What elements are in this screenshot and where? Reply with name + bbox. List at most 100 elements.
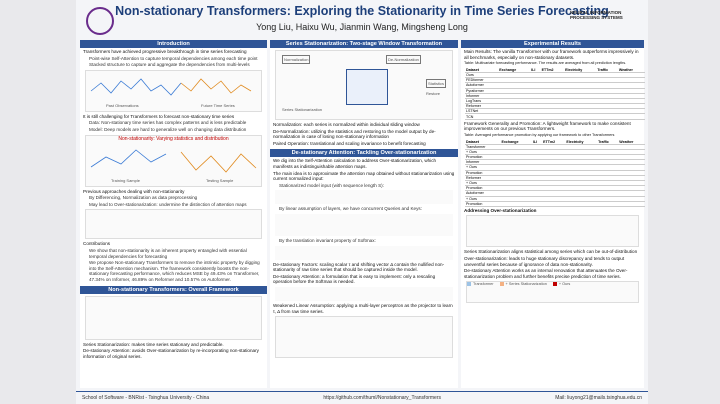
table-cell [565,170,598,176]
framework-figure [85,295,262,340]
table-cell [540,82,565,89]
table-cell [542,201,566,207]
row-label: Reformer [465,103,499,110]
table-caption: Table: Multivariate forecasting performa… [464,61,627,66]
table-row: Promotion [465,185,645,192]
table-cell [565,159,598,166]
bullet: Transformers have achieved progressive b… [83,49,247,54]
table-cell [500,175,532,181]
section-heading: Experimental Results [461,40,644,48]
column-header: ILI [531,139,543,145]
figure-label: Training Sample [111,177,140,183]
sub-bullet: Point-wise Self-Attention to capture tem… [89,55,258,61]
table-cell [500,196,532,202]
table-row: Pyraformer [465,88,645,94]
row-label: + Ours [465,164,501,171]
table-cell [530,88,541,94]
sub-bullet: By the translation invariant property of… [279,237,376,243]
table-cell [531,201,543,207]
table-cell [500,180,532,187]
sub-bullet: Stationarized model input (with sequence… [279,182,384,188]
table-cell [618,185,645,192]
equation [275,286,453,301]
figure: Non-stationarity: Varying statistics and… [85,134,262,187]
table-cell [498,82,531,89]
row-label: Autoformer [465,190,501,197]
column-2: Series Stationarization: Two-stage Windo… [270,40,458,388]
table-row: + Ours [465,196,645,202]
table-cell [596,77,618,84]
table-cell [564,103,597,110]
table-row: Informer [465,93,645,99]
table-cell [565,154,598,161]
model-box [346,69,388,105]
table-cell [498,108,531,115]
figure-box: Normalization [282,55,311,64]
row-label: TCN [465,113,499,120]
table-cell [498,113,531,120]
row-label: Ours [465,72,499,79]
table-cell [540,72,565,79]
table-row: Ours [465,72,645,79]
figure-label: Past Observations [106,102,139,108]
row-label: LogTrans [465,98,499,105]
table-cell [618,164,645,171]
table-cell [596,72,618,79]
series-plot [90,78,252,96]
table-cell [542,185,566,192]
table-cell [531,164,543,171]
table-cell [542,175,566,181]
promotion-table: Dataset Exchange ILI ETTm2 Electricity Traffi… [465,139,645,207]
legend: Transformer + Series Stationarization + Ou… [467,282,638,287]
table-cell [597,180,619,187]
table-cell [500,190,532,197]
table-cell [564,88,597,94]
table-cell [542,144,566,150]
table-cell [564,93,597,99]
table-cell [542,190,566,197]
table-cell [500,159,532,166]
sub-bullet: We show that non-stationarity is an inhe… [89,247,247,259]
bullet: De-stationary Factors: scaling scalar τ … [273,261,445,273]
table-cell [531,154,543,161]
table-cell [617,82,645,89]
university-logo [86,7,114,35]
figure-box: De-Normalization [386,55,421,64]
table-row: Promotion [465,170,645,176]
table-cell [564,98,597,105]
column-header: ETTm2 [542,139,566,145]
row-label: Informer [465,159,501,166]
table-cell [500,144,532,150]
table-cell [617,113,645,120]
table-cell [565,185,598,192]
table-row: Transformer [465,144,645,150]
bullet: De-stationary Attention: a formulation t… [273,273,436,285]
table-cell [530,77,541,84]
stationarization-figure: Normalization De-Normalization Series St… [275,50,453,120]
table-row: Reformer [465,103,645,110]
table-cell [565,144,598,150]
table-row: FEDformer [465,77,645,84]
table-cell [597,159,619,166]
row-label: Reformer [465,175,501,181]
legend-entry: + Ours [552,282,571,287]
table-cell [565,196,598,202]
table-cell [498,103,531,110]
equation [275,213,453,236]
table-cell [500,170,532,176]
section-heading: Introduction [80,40,267,48]
table-cell [531,159,543,166]
table-cell [531,149,543,156]
sub-bullet: By Differencing, Normalization as data p… [89,195,198,201]
table-cell [540,93,565,99]
table-cell [618,175,645,181]
table-cell [597,185,619,192]
row-label: FEDformer [465,77,499,84]
column-header: Dataset [465,139,501,145]
table-cell [617,72,645,79]
table-cell [617,93,645,99]
table-row: Reformer [465,175,645,181]
column-header: Traffic [596,67,618,73]
conference-logo: NEURAL INFORMATION PROCESSING SYSTEMS [570,10,623,20]
sub-bullet: May lead to Over-stationarization: under… [89,201,247,207]
